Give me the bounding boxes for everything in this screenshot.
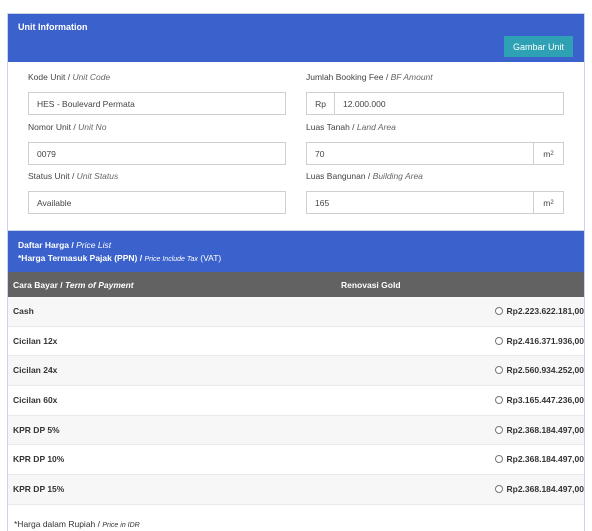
price-list-title: Daftar Harga / Price List bbox=[18, 240, 112, 250]
currency-prefix: Rp bbox=[307, 93, 335, 114]
table-row: Cash Rp2.223.622.181,00 bbox=[8, 297, 584, 327]
table-row: Cicilan 24x Rp2.560.934.252,00 bbox=[8, 356, 584, 387]
kode-unit-field: Kode Unit / Unit Code HES - Boulevard Pe… bbox=[28, 72, 286, 115]
price-option[interactable]: Rp2.368.184.497,00 bbox=[495, 425, 584, 435]
price-option[interactable]: Rp2.560.934.252,00 bbox=[495, 365, 584, 375]
booking-fee-label: Jumlah Booking Fee / BF Amount bbox=[306, 72, 433, 82]
price-radio-button[interactable] bbox=[495, 485, 504, 494]
unit-information-title: Unit Information bbox=[18, 22, 88, 32]
price-radio-button[interactable] bbox=[495, 307, 504, 315]
price-radio-button[interactable] bbox=[495, 455, 504, 464]
currency-footnote: *Harga dalam Rupiah / Price in IDR bbox=[14, 519, 140, 529]
price-option[interactable]: Rp2.368.184.497,00 bbox=[495, 454, 584, 464]
payment-term-label: Cicilan 24x bbox=[13, 365, 58, 376]
price-table-body: Cash Rp2.223.622.181,00 Cicilan 12x Rp2.416… bbox=[8, 297, 584, 505]
booking-fee-input[interactable]: Rp 12.000.000 bbox=[306, 92, 564, 115]
price-option[interactable]: Rp2.416.371.936,00 bbox=[495, 336, 584, 346]
price-radio-button[interactable] bbox=[495, 425, 504, 434]
payment-term-label: KPR DP 5% bbox=[13, 424, 60, 435]
term-column-header: Cara Bayar / Term of Payment bbox=[13, 280, 134, 290]
price-radio-button[interactable] bbox=[495, 336, 504, 345]
price-value: Rp2.368.184.497,00 bbox=[506, 454, 584, 465]
payment-term-label: Cash bbox=[13, 306, 34, 316]
status-unit-label: Status Unit / Unit Status bbox=[28, 171, 119, 181]
nomor-unit-field: Nomor Unit / Unit No 0079 bbox=[28, 122, 286, 165]
nomor-unit-label: Nomor Unit / Unit No bbox=[28, 122, 107, 132]
price-option[interactable]: Rp2.223.622.181,00 bbox=[495, 306, 584, 316]
table-row: Cicilan 12x Rp2.416.371.936,00 bbox=[8, 326, 584, 357]
table-row: KPR DP 15% Rp2.368.184.497,00 bbox=[8, 475, 584, 505]
price-radio-button[interactable] bbox=[495, 396, 504, 405]
status-unit-field: Status Unit / Unit Status Available bbox=[28, 171, 286, 214]
price-table-header: Cara Bayar / Term of Payment Renovasi Go… bbox=[8, 272, 584, 297]
product-column-header: Renovasi Gold bbox=[341, 280, 401, 290]
price-list-header: Daftar Harga / Price List *Harga Termasu… bbox=[8, 231, 584, 272]
table-row: Cicilan 60x Rp3.165.447.236,00 bbox=[8, 386, 584, 416]
price-option[interactable]: Rp2.368.184.497,00 bbox=[495, 484, 584, 494]
unit-information-header: Unit Information Gambar Unit bbox=[8, 14, 584, 62]
price-value: Rp3.165.447.236,00 bbox=[506, 395, 584, 406]
kode-unit-label: Kode Unit / Unit Code bbox=[28, 72, 111, 82]
payment-term-label: KPR DP 10% bbox=[13, 454, 65, 465]
table-row: KPR DP 5% Rp2.368.184.497,00 bbox=[8, 415, 584, 446]
payment-term-label: Cicilan 60x bbox=[13, 395, 58, 406]
tax-note: *Harga Termasuk Pajak (PPN) / Price Incl… bbox=[18, 253, 222, 263]
payment-term-label: Cicilan 12x bbox=[13, 335, 58, 346]
price-value: Rp2.223.622.181,00 bbox=[506, 306, 584, 316]
price-value: Rp2.416.371.936,00 bbox=[506, 335, 584, 346]
kode-unit-input[interactable]: HES - Boulevard Permata bbox=[28, 92, 286, 115]
nomor-unit-input[interactable]: 0079 bbox=[28, 142, 286, 165]
price-value: Rp2.560.934.252,00 bbox=[506, 365, 584, 376]
booking-fee-field: Jumlah Booking Fee / BF Amount Rp 12.000… bbox=[306, 72, 564, 115]
price-list-card: Daftar Harga / Price List *Harga Termasu… bbox=[7, 230, 585, 531]
luas-tanah-label: Luas Tanah / Land Area bbox=[306, 122, 396, 132]
price-value: Rp2.368.184.497,00 bbox=[506, 484, 584, 495]
table-row: KPR DP 10% Rp2.368.184.497,00 bbox=[8, 445, 584, 476]
payment-term-label: KPR DP 15% bbox=[13, 484, 65, 495]
price-value: Rp2.368.184.497,00 bbox=[506, 424, 584, 435]
unit-form: Kode Unit / Unit Code HES - Boulevard Pe… bbox=[8, 62, 584, 230]
price-radio-button[interactable] bbox=[495, 366, 504, 375]
luas-bangunan-label: Luas Bangunan / Building Area bbox=[306, 171, 423, 181]
status-unit-input[interactable]: Available bbox=[28, 191, 286, 214]
gambar-unit-button[interactable]: Gambar Unit bbox=[504, 36, 573, 57]
unit-information-card: Unit Information Gambar Unit Kode Unit /… bbox=[7, 13, 585, 231]
price-option[interactable]: Rp3.165.447.236,00 bbox=[495, 395, 584, 405]
